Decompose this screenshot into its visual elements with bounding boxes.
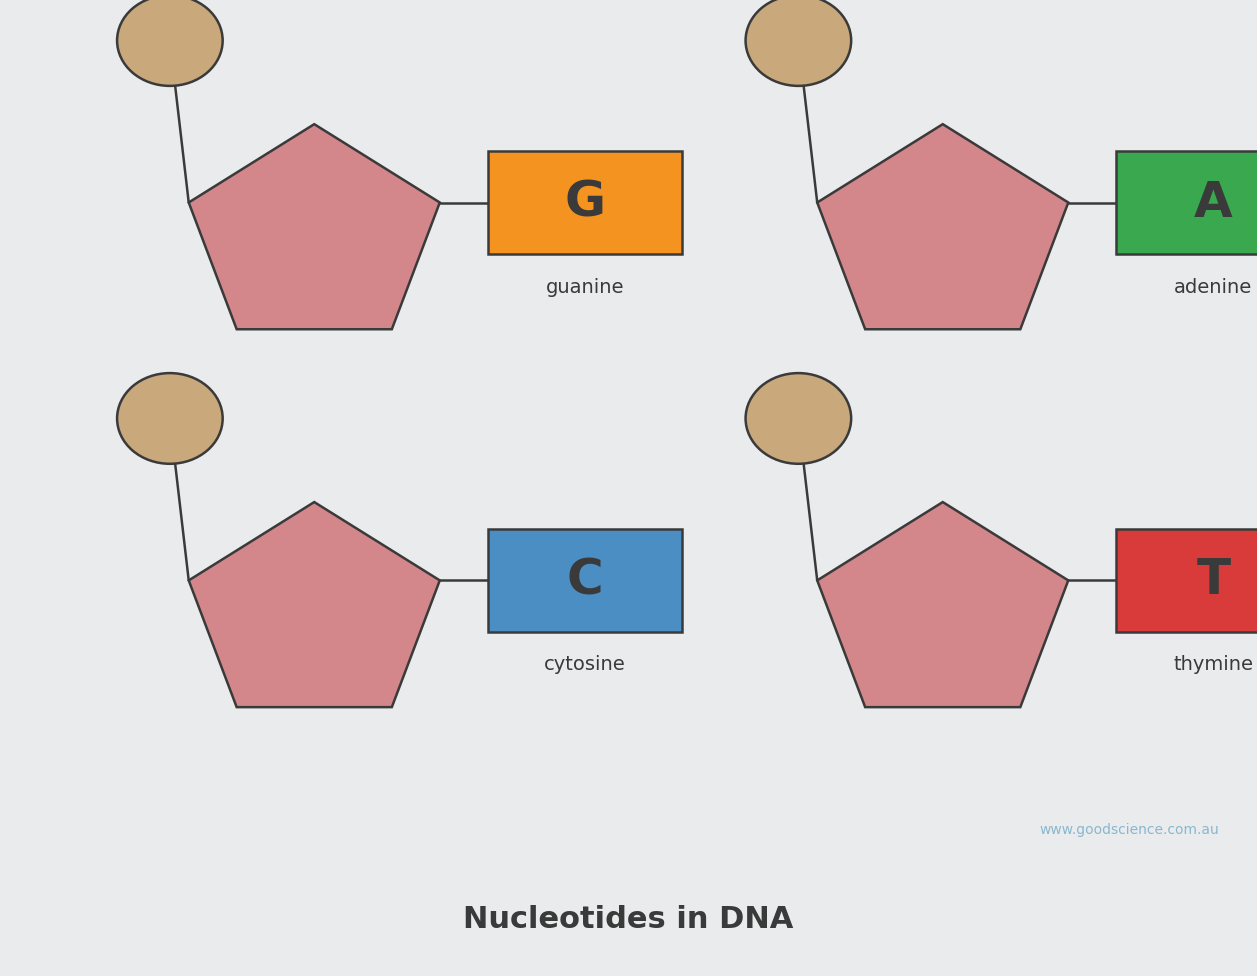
Polygon shape xyxy=(817,502,1068,708)
Circle shape xyxy=(745,0,851,86)
Polygon shape xyxy=(817,124,1068,329)
Text: cytosine: cytosine xyxy=(544,656,626,674)
Text: guanine: guanine xyxy=(546,277,625,297)
Circle shape xyxy=(745,373,851,464)
FancyBboxPatch shape xyxy=(1116,151,1257,254)
FancyBboxPatch shape xyxy=(1116,529,1257,631)
Text: www.goodscience.com.au: www.goodscience.com.au xyxy=(1040,823,1219,836)
Polygon shape xyxy=(189,124,440,329)
Circle shape xyxy=(117,0,222,86)
Text: A: A xyxy=(1194,179,1233,226)
Text: thymine: thymine xyxy=(1174,656,1253,674)
Text: T: T xyxy=(1197,556,1231,604)
Text: G: G xyxy=(564,179,606,226)
Text: C: C xyxy=(567,556,603,604)
Text: Nucleotides in DNA: Nucleotides in DNA xyxy=(464,906,793,934)
Polygon shape xyxy=(189,502,440,708)
Circle shape xyxy=(117,373,222,464)
FancyBboxPatch shape xyxy=(488,529,683,631)
Text: adenine: adenine xyxy=(1174,277,1252,297)
FancyBboxPatch shape xyxy=(488,151,683,254)
